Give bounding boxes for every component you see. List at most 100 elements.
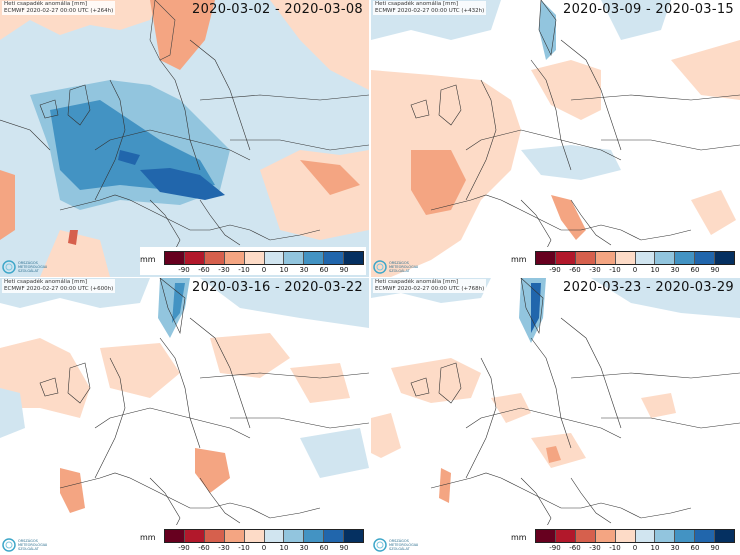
date-range-label: 2020-03-09 - 2020-03-15	[563, 2, 734, 17]
legend-color-swatch	[715, 252, 735, 264]
legend-tick-label: 30	[670, 544, 680, 552]
legend-unit: mm	[511, 533, 527, 542]
legend-tick-label: -30	[218, 544, 230, 552]
precipitation-anomaly-map	[371, 0, 740, 277]
color-legend: mm -90 -60 -30 -10 0 10 30	[511, 525, 737, 553]
legend-tick-label: 60	[690, 266, 700, 274]
legend-tick-label: -90	[549, 544, 561, 552]
legend-tick-label: -90	[178, 266, 190, 274]
map-header: Heti csapadék anomália [mm] ECMWF 2020-0…	[373, 279, 487, 293]
map-header: Heti csapadék anomália [mm] ECMWF 2020-0…	[2, 279, 116, 293]
legend-ticks: -90 -60 -30 -10 0 10 30 60 90	[164, 266, 364, 275]
forecast-run-info: ECMWF 2020-02-27 00:00 UTC (+600h)	[4, 286, 114, 292]
legend-color-swatch	[184, 530, 205, 542]
legend-color-swatch	[635, 252, 656, 264]
legend-color-swatch	[595, 530, 616, 542]
legend-tick-label: 0	[261, 266, 267, 274]
legend-color-swatch	[575, 530, 596, 542]
legend-tick-label: -60	[569, 266, 581, 274]
legend-tick-label: 90	[710, 544, 720, 552]
legend-color-swatch	[655, 530, 676, 542]
legend-color-swatch	[324, 252, 345, 264]
legend-color-swatch	[165, 252, 185, 264]
legend-color-swatch	[224, 530, 245, 542]
legend-color-swatch	[675, 252, 696, 264]
legend-tick-label: 0	[261, 544, 267, 552]
legend-color-swatch	[344, 530, 364, 542]
legend-tick-label: -30	[218, 266, 230, 274]
legend-tick-label: 0	[632, 266, 638, 274]
legend-tick-label: -60	[198, 266, 210, 274]
legend-color-bar	[535, 529, 735, 543]
legend-tick-label: 60	[690, 544, 700, 552]
map-title: Heti csapadék anomália [mm]	[4, 1, 88, 7]
omsz-logo: ORSZÁGOS METEOROLÓGIAI SZOLGÁLAT	[2, 537, 47, 552]
legend-color-swatch	[264, 530, 285, 542]
legend-color-bar	[164, 529, 364, 543]
map-title: Heti csapadék anomália [mm]	[4, 279, 88, 285]
legend-tick-label: 60	[319, 544, 329, 552]
legend-tick-label: 30	[670, 266, 680, 274]
omsz-logo: ORSZÁGOS METEOROLÓGIAI SZOLGÁLAT	[2, 259, 47, 274]
legend-color-swatch	[264, 252, 285, 264]
legend-color-swatch	[536, 252, 556, 264]
legend-color-swatch	[555, 252, 576, 264]
legend-color-swatch	[284, 252, 305, 264]
map-panel-week-1: Heti csapadék anomália [mm] ECMWF 2020-0…	[0, 0, 369, 277]
forecast-run-info: ECMWF 2020-02-27 00:00 UTC (+264h)	[4, 8, 114, 14]
legend-color-swatch	[204, 530, 225, 542]
legend-tick-label: 90	[339, 266, 349, 274]
forecast-run-info: ECMWF 2020-02-27 00:00 UTC (+768h)	[375, 286, 485, 292]
legend-color-swatch	[184, 252, 205, 264]
legend-tick-label: -30	[589, 544, 601, 552]
legend-tick-label: -10	[609, 544, 621, 552]
omsz-logo: ORSZÁGOS METEOROLÓGIAI SZOLGÁLAT	[373, 537, 418, 552]
legend-tick-label: -10	[609, 266, 621, 274]
legend-tick-label: 90	[339, 544, 349, 552]
legend-tick-label: -90	[549, 266, 561, 274]
legend-tick-label: -60	[198, 544, 210, 552]
legend-color-swatch	[324, 530, 345, 542]
legend-tick-label: -10	[238, 544, 250, 552]
date-range-label: 2020-03-02 - 2020-03-08	[192, 2, 363, 17]
legend-color-swatch	[304, 252, 325, 264]
legend-color-swatch	[575, 252, 596, 264]
date-range-label: 2020-03-16 - 2020-03-22	[192, 280, 363, 295]
color-legend: mm -90 -60 -30 -10 0 10 30	[140, 247, 366, 275]
legend-color-swatch	[204, 252, 225, 264]
map-title: Heti csapadék anomália [mm]	[375, 1, 459, 7]
legend-color-swatch	[615, 252, 636, 264]
legend-color-swatch	[595, 252, 616, 264]
legend-unit: mm	[140, 255, 156, 264]
legend-color-swatch	[244, 252, 265, 264]
legend-tick-label: 30	[299, 544, 309, 552]
legend-color-swatch	[615, 530, 636, 542]
legend-unit: mm	[511, 255, 527, 264]
legend-tick-label: -60	[569, 544, 581, 552]
map-panel-week-4: Heti csapadék anomália [mm] ECMWF 2020-0…	[371, 278, 740, 555]
legend-color-swatch	[344, 252, 364, 264]
precipitation-anomaly-map	[0, 0, 369, 277]
legend-color-swatch	[635, 530, 656, 542]
map-title: Heti csapadék anomália [mm]	[375, 279, 459, 285]
color-legend: mm -90 -60 -30 -10 0 10 30	[511, 247, 737, 275]
precipitation-anomaly-map	[0, 278, 369, 555]
forecast-run-info: ECMWF 2020-02-27 00:00 UTC (+432h)	[375, 8, 485, 14]
legend-color-bar	[535, 251, 735, 265]
legend-color-swatch	[555, 530, 576, 542]
legend-color-swatch	[536, 530, 556, 542]
legend-color-swatch	[695, 530, 716, 542]
legend-tick-label: -90	[178, 544, 190, 552]
legend-ticks: -90 -60 -30 -10 0 10 30 60 90	[535, 266, 735, 275]
legend-tick-label: 30	[299, 266, 309, 274]
legend-tick-label: 90	[710, 266, 720, 274]
legend-color-swatch	[695, 252, 716, 264]
legend-tick-label: 10	[279, 544, 289, 552]
legend-tick-label: 60	[319, 266, 329, 274]
map-panel-week-2: Heti csapadék anomália [mm] ECMWF 2020-0…	[371, 0, 740, 277]
map-header: Heti csapadék anomália [mm] ECMWF 2020-0…	[2, 1, 116, 15]
legend-color-swatch	[244, 530, 265, 542]
legend-color-swatch	[284, 530, 305, 542]
legend-tick-label: 10	[279, 266, 289, 274]
